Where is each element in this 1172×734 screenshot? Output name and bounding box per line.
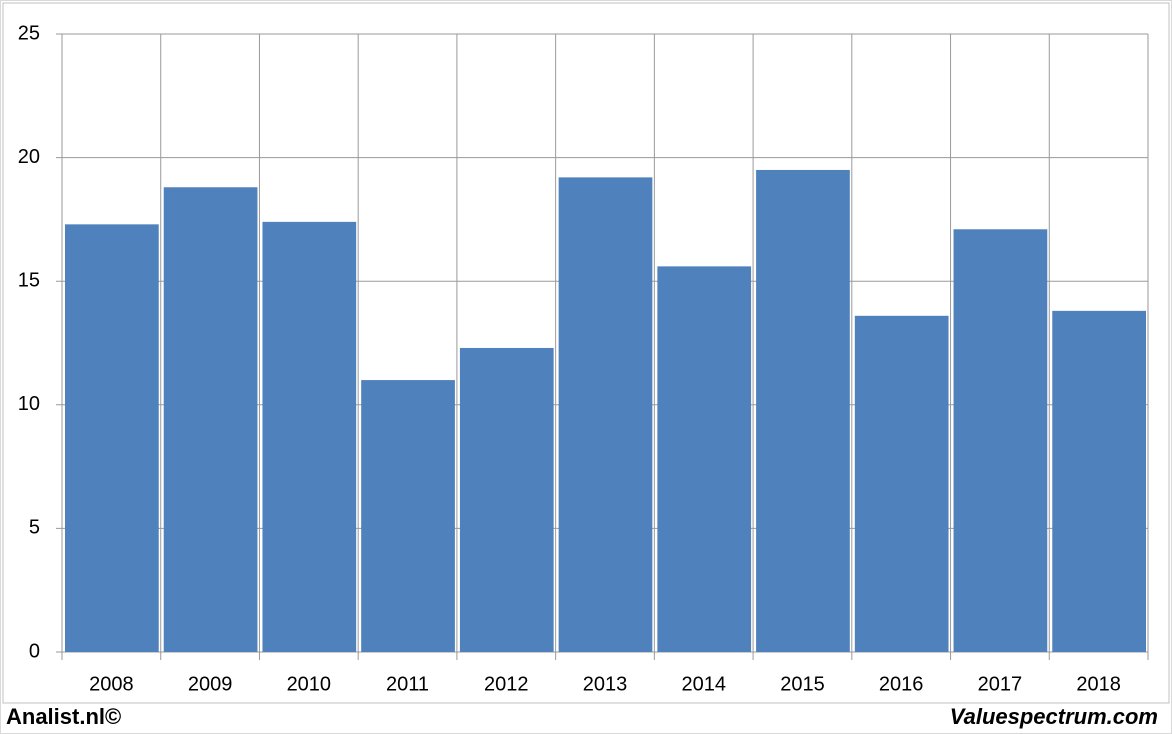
bar xyxy=(65,224,159,652)
footer-left: Analist.nl© xyxy=(6,704,121,729)
x-tick-label: 2011 xyxy=(386,673,429,695)
x-tick-label: 2016 xyxy=(879,673,924,695)
y-tick-label: 0 xyxy=(29,640,40,662)
y-tick-label: 25 xyxy=(18,22,40,44)
x-tick-label: 2010 xyxy=(287,673,332,695)
x-tick-label: 2009 xyxy=(188,673,233,695)
bar xyxy=(854,315,949,652)
x-tick-label: 2018 xyxy=(1076,673,1121,695)
x-tick-label: 2012 xyxy=(484,673,529,695)
y-tick-label: 10 xyxy=(18,393,40,415)
x-tick-label: 2015 xyxy=(780,673,825,695)
bar xyxy=(163,187,258,652)
bar xyxy=(657,266,752,652)
bar xyxy=(361,380,455,652)
x-tick-label: 2014 xyxy=(681,673,726,695)
x-tick-label: 2008 xyxy=(89,673,134,695)
y-tick-label: 15 xyxy=(18,269,40,291)
footer-right: Valuespectrum.com xyxy=(950,704,1158,729)
bar xyxy=(459,347,554,652)
x-tick-label: 2013 xyxy=(583,673,628,695)
x-tick-label: 2017 xyxy=(978,673,1023,695)
bar xyxy=(953,229,1048,652)
bar xyxy=(1052,310,1146,652)
y-tick-label: 20 xyxy=(18,146,40,168)
bar xyxy=(262,221,357,652)
bar xyxy=(558,177,653,652)
bar xyxy=(756,169,850,652)
y-tick-label: 5 xyxy=(29,517,40,539)
